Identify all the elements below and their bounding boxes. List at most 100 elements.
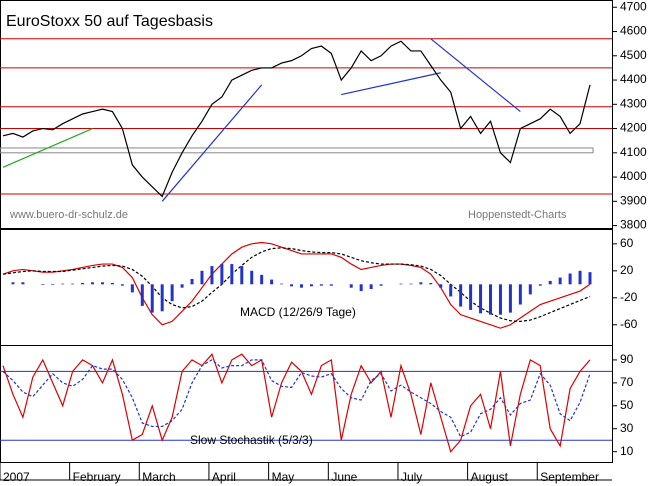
histogram-bar bbox=[399, 283, 403, 285]
histogram-bar bbox=[240, 266, 244, 285]
histogram-bar bbox=[91, 282, 95, 285]
x-tick-label: March bbox=[142, 470, 175, 484]
histogram-bar bbox=[230, 264, 234, 285]
histogram-bar bbox=[220, 264, 224, 285]
y-tick-label: -20 bbox=[620, 290, 638, 304]
watermark: www.buero-dr-schulz.de bbox=[9, 209, 128, 221]
histogram-bar bbox=[11, 282, 15, 285]
y-tick-label: 3900 bbox=[620, 193, 647, 207]
histogram-bar bbox=[110, 282, 114, 285]
chart-title: EuroStoxx 50 auf Tagesbasis bbox=[6, 13, 213, 30]
histogram-bar bbox=[489, 284, 493, 315]
histogram-bar bbox=[120, 284, 124, 286]
y-tick-label: 4400 bbox=[620, 72, 647, 86]
y-tick-label: 90 bbox=[620, 352, 634, 366]
y-tick-label: 70 bbox=[620, 375, 634, 389]
x-tick-label: September bbox=[540, 470, 599, 484]
panel-frame bbox=[0, 345, 613, 463]
histogram-bar bbox=[71, 283, 75, 285]
x-tick-label: June bbox=[331, 470, 357, 484]
series-line bbox=[2, 352, 591, 453]
histogram-bar bbox=[578, 270, 582, 285]
y-tick-label: 4600 bbox=[620, 24, 647, 38]
y-tick-label: 10 bbox=[620, 444, 634, 458]
trend-line bbox=[430, 38, 521, 113]
series-line bbox=[2, 247, 591, 322]
histogram-bar bbox=[349, 284, 353, 288]
histogram-bar bbox=[51, 284, 55, 285]
y-tick-label: 30 bbox=[620, 421, 634, 435]
histogram-bar bbox=[369, 284, 373, 290]
y-tick-label: 3800 bbox=[620, 218, 647, 232]
histogram-bar bbox=[299, 284, 303, 288]
histogram-bar bbox=[280, 283, 284, 285]
x-tick-label: 2007 bbox=[3, 470, 30, 484]
histogram-bar bbox=[449, 284, 453, 297]
panel-label: Slow Stochastik (5/3/3) bbox=[190, 433, 313, 447]
histogram-bar bbox=[160, 284, 164, 312]
histogram-bar bbox=[429, 282, 433, 285]
histogram-bar bbox=[150, 284, 154, 313]
histogram-bar bbox=[270, 279, 274, 285]
histogram-bar bbox=[21, 282, 25, 285]
y-tick-label: 4300 bbox=[620, 96, 647, 110]
y-tick-label: 60 bbox=[620, 236, 634, 250]
histogram-bar bbox=[190, 278, 194, 285]
panel-frame bbox=[0, 0, 613, 229]
source-label: Hoppenstedt-Charts bbox=[468, 209, 567, 221]
y-tick-label: -60 bbox=[620, 317, 638, 331]
x-tick-label: April bbox=[212, 470, 236, 484]
histogram-bar bbox=[329, 284, 333, 286]
histogram-bar bbox=[290, 284, 294, 287]
histogram-bar bbox=[100, 282, 104, 285]
histogram-bar bbox=[309, 284, 313, 287]
histogram-bar bbox=[419, 282, 423, 285]
histogram-bar bbox=[528, 284, 532, 295]
histogram-bar bbox=[200, 270, 204, 285]
trend-line bbox=[2, 128, 93, 168]
histogram-bar bbox=[588, 272, 592, 285]
histogram-bar bbox=[250, 270, 254, 285]
x-tick-label: May bbox=[272, 470, 295, 484]
series-line bbox=[2, 241, 591, 329]
y-tick-label: 50 bbox=[620, 398, 634, 412]
histogram-bar bbox=[568, 273, 572, 285]
panel-label: MACD (12/26/9 Tage) bbox=[240, 305, 356, 319]
histogram-bar bbox=[409, 283, 413, 285]
trend-line bbox=[161, 84, 263, 202]
histogram-bar bbox=[469, 284, 473, 310]
histogram-bar bbox=[439, 284, 443, 288]
x-tick-label: February bbox=[73, 470, 121, 484]
histogram-bar bbox=[260, 274, 264, 285]
range-band bbox=[0, 147, 594, 154]
histogram-bar bbox=[359, 284, 363, 292]
y-tick-label: 4500 bbox=[620, 48, 647, 62]
histogram-bar bbox=[518, 284, 522, 305]
y-tick-label: 4100 bbox=[620, 145, 647, 159]
histogram-bar bbox=[538, 284, 542, 286]
series-line bbox=[2, 40, 591, 198]
y-tick-label: 4200 bbox=[620, 121, 647, 135]
histogram-bar bbox=[41, 284, 45, 285]
histogram-bar bbox=[61, 283, 65, 285]
histogram-bar bbox=[459, 284, 463, 307]
x-tick-label: July bbox=[401, 470, 422, 484]
histogram-bar bbox=[548, 280, 552, 285]
x-tick-label: August bbox=[471, 470, 509, 484]
histogram-bar bbox=[170, 284, 174, 302]
y-tick-label: 20 bbox=[620, 263, 634, 277]
y-tick-label: 4000 bbox=[620, 169, 647, 183]
histogram-bar bbox=[140, 284, 144, 306]
series-line bbox=[2, 359, 591, 438]
histogram-bar bbox=[479, 284, 483, 314]
y-tick-label: 4700 bbox=[620, 0, 647, 13]
histogram-bar bbox=[508, 284, 512, 313]
trend-line bbox=[341, 72, 441, 96]
histogram-bar bbox=[498, 284, 502, 315]
histogram-bar bbox=[81, 282, 85, 285]
histogram-bar bbox=[319, 284, 323, 286]
histogram-bar bbox=[558, 277, 562, 285]
histogram-bar bbox=[379, 284, 383, 286]
